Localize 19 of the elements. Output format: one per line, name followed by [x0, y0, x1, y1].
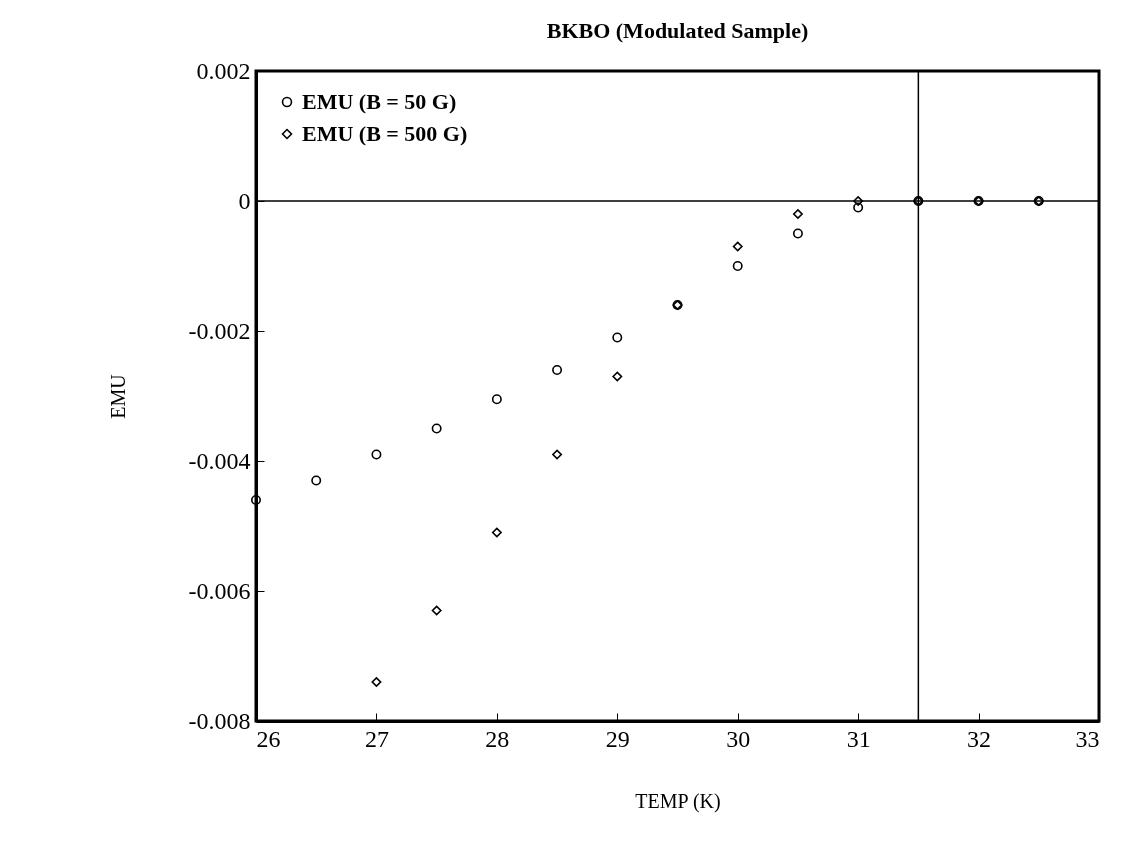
x-tick-label: 31: [846, 725, 871, 752]
y-tick-label: -0.002: [188, 317, 251, 344]
x-tick-label: 32: [967, 725, 992, 752]
y-tick-label: 0.002: [196, 57, 251, 84]
legend-label: EMU (B = 50 G): [302, 89, 457, 114]
y-axis-title: EMU: [106, 373, 129, 419]
chart-title: BKBO (Modulated Sample): [546, 18, 809, 43]
x-tick-label: 30: [726, 725, 751, 752]
x-tick-label: 28: [485, 725, 510, 752]
y-tick-label: -0.004: [188, 447, 251, 474]
y-tick-label: -0.008: [188, 707, 251, 734]
y-tick-label: -0.006: [188, 577, 251, 604]
x-tick-label: 29: [605, 725, 630, 752]
x-tick-label: 33: [1075, 725, 1100, 752]
x-tick-label: 26: [256, 725, 281, 752]
x-tick-label: 27: [364, 725, 389, 752]
legend-label: EMU (B = 500 G): [302, 121, 468, 146]
x-axis-title: TEMP (K): [635, 789, 721, 813]
y-tick-label: 0: [238, 187, 251, 214]
